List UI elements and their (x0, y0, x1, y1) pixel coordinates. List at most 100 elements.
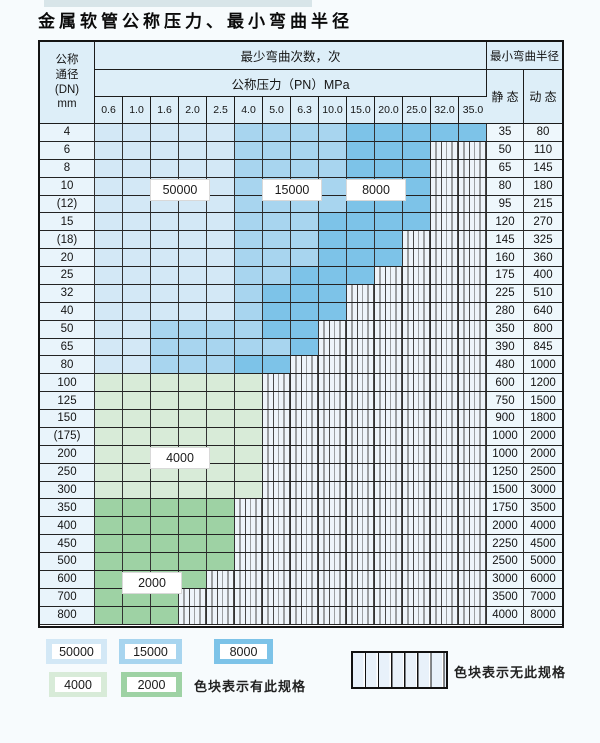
spec-cell (179, 427, 207, 446)
static-radius-cell: 1500 (487, 481, 524, 500)
dynamic-radius-cell: 8000 (524, 606, 562, 625)
spec-cell (151, 410, 179, 428)
spec-cell (123, 356, 151, 375)
no-spec-cell (431, 445, 459, 464)
no-spec-cell (347, 302, 375, 321)
table-row: 80 480 1000 (40, 356, 562, 375)
spec-cell (291, 302, 319, 321)
no-spec-cell (403, 284, 431, 303)
static-radius-cell: 95 (487, 195, 524, 214)
no-spec-cell (431, 410, 459, 428)
spec-cell (291, 320, 319, 339)
no-spec-cell (291, 374, 319, 393)
table-rows: 4 35 80 6 50 110 8 65 145 10 80 180 (12) 95 215 15 120 27… (40, 124, 562, 625)
header-pressure-value: 32.0 (431, 97, 459, 124)
no-spec-cell (347, 553, 375, 571)
no-spec-cell (431, 463, 459, 482)
legend-swatch-value: 4000 (55, 677, 101, 692)
no-spec-cell (263, 463, 291, 482)
spec-cell (235, 463, 263, 482)
no-spec-cell (459, 588, 487, 607)
spec-cell (179, 159, 207, 178)
no-spec-cell (291, 588, 319, 607)
no-spec-cell (403, 338, 431, 357)
static-radius-cell: 225 (487, 284, 524, 303)
dn-cell: 500 (40, 553, 95, 571)
spec-cell (235, 124, 263, 142)
static-radius-cell: 1000 (487, 445, 524, 464)
no-spec-cell (403, 535, 431, 553)
no-spec-cell (375, 284, 403, 303)
no-spec-cell (375, 517, 403, 536)
dn-cell: 50 (40, 320, 95, 339)
table-row: 100 600 1200 (40, 374, 562, 393)
spec-cell (179, 374, 207, 393)
spec-cell (179, 141, 207, 160)
dn-cell: 10 (40, 177, 95, 196)
dn-cell: 15 (40, 213, 95, 232)
no-spec-cell (459, 338, 487, 357)
legend-available-note: 色块表示有此规格 (194, 679, 307, 694)
spec-cell (151, 302, 179, 321)
legend-swatch-value: 2000 (127, 677, 176, 692)
spec-cell (235, 481, 263, 500)
spec-cell (179, 356, 207, 375)
static-radius-cell: 390 (487, 338, 524, 357)
spec-cell (263, 249, 291, 267)
no-spec-cell (207, 588, 235, 607)
table-row: 4 35 80 (40, 124, 562, 142)
spec-cell (123, 499, 151, 518)
spec-cell (235, 410, 263, 428)
table-row: 800 4000 8000 (40, 606, 562, 625)
spec-cell (179, 231, 207, 250)
spec-cell (431, 124, 459, 142)
no-spec-cell (459, 213, 487, 232)
dynamic-radius-cell: 1000 (524, 356, 562, 375)
spec-cell (403, 159, 431, 178)
spec-cell (207, 124, 235, 142)
spec-cell (319, 124, 347, 142)
header-pressure-value: 4.0 (235, 97, 263, 124)
spec-cell (207, 463, 235, 482)
spec-cell (95, 302, 123, 321)
no-spec-cell (459, 481, 487, 500)
spec-cell (179, 284, 207, 303)
spec-cell (347, 231, 375, 250)
spec-cell (179, 392, 207, 410)
no-spec-cell (431, 159, 459, 178)
spec-cell (95, 284, 123, 303)
static-radius-cell: 175 (487, 267, 524, 285)
no-spec-cell (347, 320, 375, 339)
static-radius-cell: 3000 (487, 570, 524, 589)
spec-cell (123, 213, 151, 232)
legend-swatch: 15000 (119, 639, 182, 664)
page-title: 金属软管公称压力、最小弯曲半径 (38, 12, 353, 32)
spec-cell (291, 159, 319, 178)
spec-cell (207, 499, 235, 518)
no-spec-cell (291, 535, 319, 553)
dn-cell: 250 (40, 463, 95, 482)
spec-cell (319, 302, 347, 321)
spec-cell (291, 338, 319, 357)
no-spec-cell (319, 553, 347, 571)
no-spec-cell (375, 499, 403, 518)
spec-cell (179, 410, 207, 428)
spec-cell (151, 517, 179, 536)
no-spec-cell (319, 356, 347, 375)
no-spec-cell (459, 499, 487, 518)
no-spec-cell (263, 427, 291, 446)
spec-cell (179, 249, 207, 267)
spec-cell (95, 463, 123, 482)
no-spec-cell (291, 356, 319, 375)
header-pressure-value: 2.0 (179, 97, 207, 124)
spec-cell (95, 177, 123, 196)
dn-cell: 150 (40, 410, 95, 428)
no-spec-cell (403, 499, 431, 518)
static-radius-cell: 65 (487, 159, 524, 178)
cycle-count-label: 15000 (262, 178, 322, 201)
no-spec-cell (403, 445, 431, 464)
no-spec-cell (459, 267, 487, 285)
static-radius-cell: 120 (487, 213, 524, 232)
static-radius-cell: 145 (487, 231, 524, 250)
no-spec-cell (319, 374, 347, 393)
